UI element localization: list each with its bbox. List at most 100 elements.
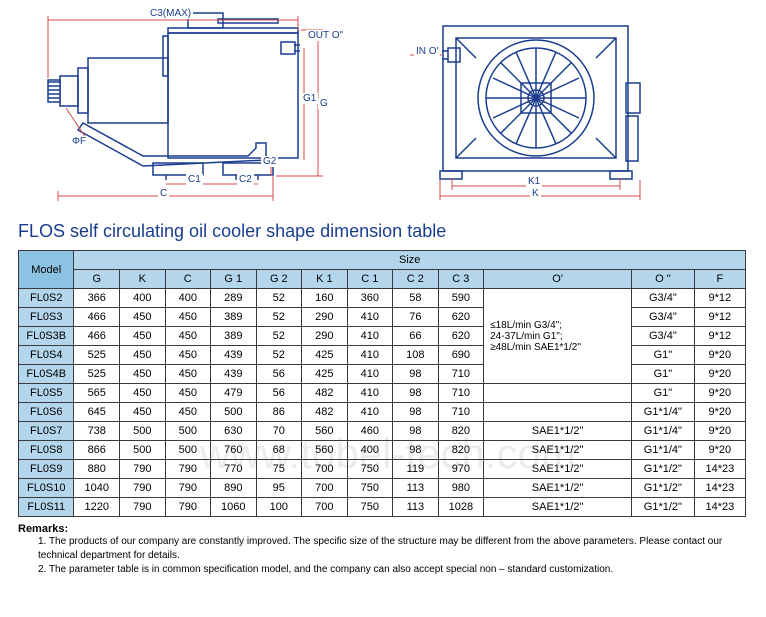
data-cell: 160 bbox=[302, 289, 348, 308]
data-cell: 9*20 bbox=[694, 441, 745, 460]
data-cell: SAE1*1/2" bbox=[484, 441, 632, 460]
technical-diagrams: C3(MAX) OUT O" ΦF C1 C2 C G1 G2 G bbox=[18, 8, 748, 203]
table-row: FL0S88665005007606856040098820SAE1*1/2"G… bbox=[19, 441, 746, 460]
table-row: FL0S66454504505008648241098710G1*1/4"9*2… bbox=[19, 403, 746, 422]
data-cell: 450 bbox=[120, 327, 166, 346]
data-cell: 525 bbox=[74, 365, 120, 384]
data-cell: 410 bbox=[347, 365, 393, 384]
data-cell bbox=[484, 403, 632, 422]
header-col-k: K bbox=[120, 270, 166, 289]
label-phif: ΦF bbox=[70, 136, 88, 147]
header-col-c3: C 3 bbox=[438, 270, 484, 289]
data-cell: 1060 bbox=[211, 498, 257, 517]
data-cell: 9*20 bbox=[694, 422, 745, 441]
data-cell: 52 bbox=[256, 289, 302, 308]
data-cell: 450 bbox=[120, 403, 166, 422]
header-col-c: C bbox=[165, 270, 211, 289]
data-cell: 479 bbox=[211, 384, 257, 403]
data-cell: 700 bbox=[302, 479, 348, 498]
data-cell: 58 bbox=[393, 289, 439, 308]
data-cell: 113 bbox=[393, 479, 439, 498]
data-cell: G1*1/2" bbox=[632, 479, 695, 498]
label-k: K bbox=[530, 188, 541, 199]
data-cell: G3/4" bbox=[632, 289, 695, 308]
header-col-g1: G 1 bbox=[211, 270, 257, 289]
data-cell: 9*20 bbox=[694, 365, 745, 384]
data-cell: 500 bbox=[165, 422, 211, 441]
data-cell: 790 bbox=[165, 460, 211, 479]
data-cell: 466 bbox=[74, 327, 120, 346]
model-cell: FL0S2 bbox=[19, 289, 74, 308]
data-cell: G1" bbox=[632, 365, 695, 384]
diagram-side-view: C3(MAX) OUT O" ΦF C1 C2 C G1 G2 G bbox=[18, 8, 378, 203]
data-cell: 620 bbox=[438, 308, 484, 327]
data-cell: 450 bbox=[165, 308, 211, 327]
header-col-g: G bbox=[74, 270, 120, 289]
data-cell: 710 bbox=[438, 365, 484, 384]
label-g1: G1 bbox=[301, 93, 318, 104]
header-col-o": O " bbox=[632, 270, 695, 289]
data-cell: 500 bbox=[120, 441, 166, 460]
data-cell: 52 bbox=[256, 327, 302, 346]
data-cell: 460 bbox=[347, 422, 393, 441]
data-cell: 289 bbox=[211, 289, 257, 308]
data-cell: 700 bbox=[302, 460, 348, 479]
data-cell: 820 bbox=[438, 422, 484, 441]
oprime-merged-cell: ≤18L/min G3/4"; 24-37L/min G1"; ≥48L/min… bbox=[484, 289, 632, 384]
model-cell: FL0S7 bbox=[19, 422, 74, 441]
data-cell: 410 bbox=[347, 384, 393, 403]
data-cell: 68 bbox=[256, 441, 302, 460]
data-cell: 439 bbox=[211, 365, 257, 384]
data-cell: 410 bbox=[347, 346, 393, 365]
table-row: FL0S11122079079010601007007501131028SAE1… bbox=[19, 498, 746, 517]
model-cell: FL0S9 bbox=[19, 460, 74, 479]
table-row: FL0S23664004002895216036058590≤18L/min G… bbox=[19, 289, 746, 308]
header-col-c1: C 1 bbox=[347, 270, 393, 289]
data-cell: 366 bbox=[74, 289, 120, 308]
data-cell: 710 bbox=[438, 384, 484, 403]
table-row: FL0S10104079079089095700750113980SAE1*1/… bbox=[19, 479, 746, 498]
data-cell: 70 bbox=[256, 422, 302, 441]
data-cell: G1*1/2" bbox=[632, 460, 695, 479]
header-col-c2: C 2 bbox=[393, 270, 439, 289]
data-cell: 98 bbox=[393, 403, 439, 422]
label-c2: C2 bbox=[237, 174, 254, 185]
data-cell: 466 bbox=[74, 308, 120, 327]
data-cell bbox=[484, 384, 632, 403]
data-cell: 290 bbox=[302, 308, 348, 327]
data-cell: SAE1*1/2" bbox=[484, 479, 632, 498]
data-cell: 482 bbox=[302, 403, 348, 422]
diagram-front-view: IN O' K1 K bbox=[408, 8, 698, 203]
data-cell: 450 bbox=[120, 346, 166, 365]
data-cell: 450 bbox=[165, 384, 211, 403]
data-cell: 450 bbox=[165, 403, 211, 422]
data-cell: 710 bbox=[438, 403, 484, 422]
data-cell: 98 bbox=[393, 365, 439, 384]
model-cell: FL0S6 bbox=[19, 403, 74, 422]
data-cell: 439 bbox=[211, 346, 257, 365]
label-c3max: C3(MAX) bbox=[148, 8, 193, 19]
label-c1: C1 bbox=[186, 174, 203, 185]
remarks-2: 2. The parameter table is in common spec… bbox=[38, 563, 748, 577]
data-cell: 1028 bbox=[438, 498, 484, 517]
data-cell: 113 bbox=[393, 498, 439, 517]
data-cell: 389 bbox=[211, 308, 257, 327]
data-cell: G1*1/4" bbox=[632, 441, 695, 460]
header-size: Size bbox=[74, 251, 746, 270]
model-cell: FL0S10 bbox=[19, 479, 74, 498]
header-col-o': O' bbox=[484, 270, 632, 289]
data-cell: 700 bbox=[302, 498, 348, 517]
data-cell: 410 bbox=[347, 327, 393, 346]
data-cell: 98 bbox=[393, 441, 439, 460]
data-cell: 970 bbox=[438, 460, 484, 479]
remarks-1: 1. The products of our company are const… bbox=[38, 535, 748, 563]
data-cell: 119 bbox=[393, 460, 439, 479]
data-cell: G3/4" bbox=[632, 327, 695, 346]
header-col-g2: G 2 bbox=[256, 270, 302, 289]
model-cell: FL0S3 bbox=[19, 308, 74, 327]
data-cell: SAE1*1/2" bbox=[484, 422, 632, 441]
data-cell: 482 bbox=[302, 384, 348, 403]
label-g: G bbox=[318, 98, 330, 109]
model-cell: FL0S11 bbox=[19, 498, 74, 517]
data-cell: 450 bbox=[165, 365, 211, 384]
